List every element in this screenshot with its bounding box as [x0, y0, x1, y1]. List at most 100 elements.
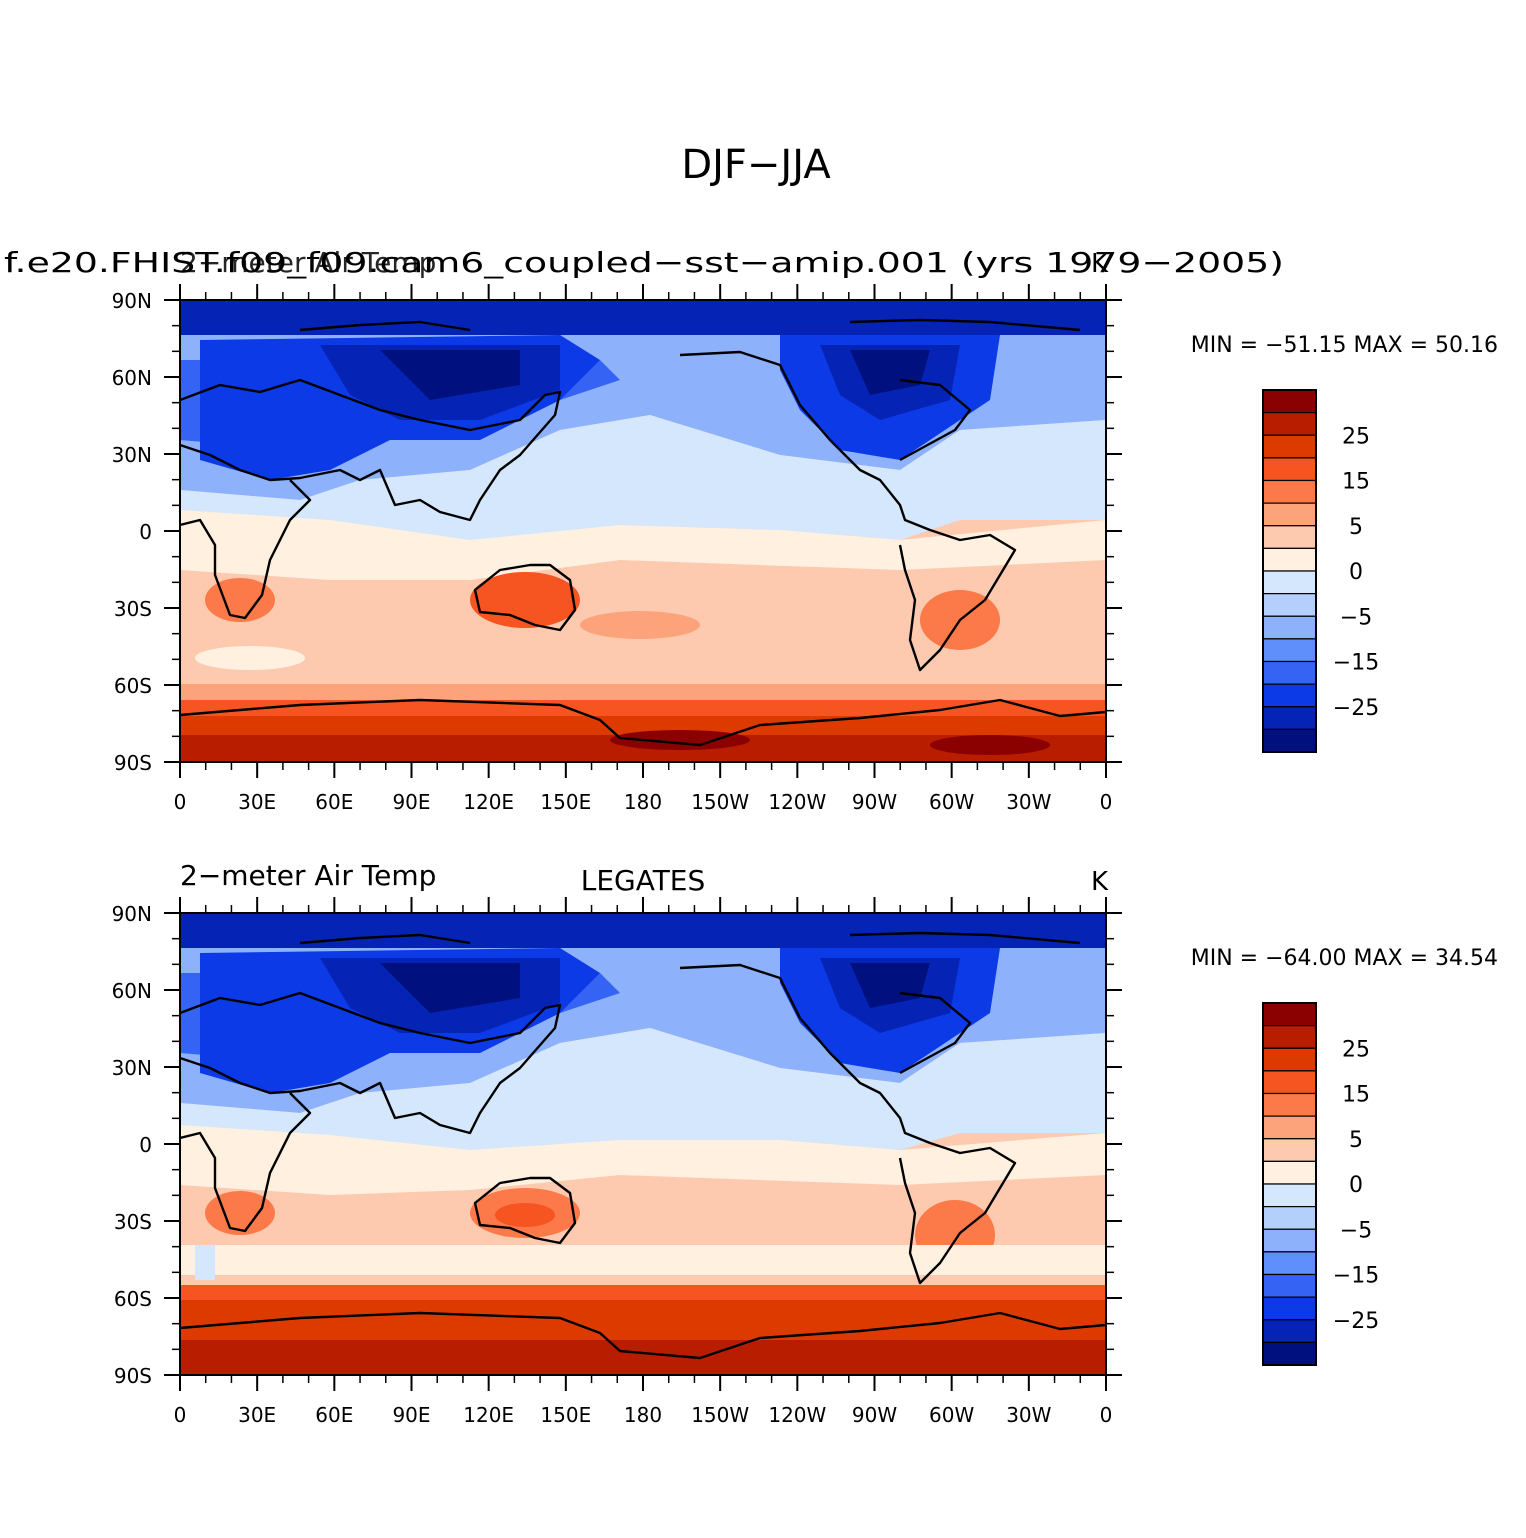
- colorbar-box: [1262, 1183, 1317, 1208]
- colorbar-label: −25: [1333, 696, 1379, 721]
- lat-tick-label: 30S: [114, 1210, 152, 1234]
- lat-tick-label: 0: [139, 520, 152, 544]
- lon-tick-label: 120W: [768, 790, 826, 814]
- colorbar-label: −5: [1340, 1218, 1372, 1243]
- lon-tick-label: 90W: [852, 790, 897, 814]
- colorbar-box: [1262, 1092, 1317, 1117]
- colorbar-obs: 25 15 5 0 −5 −15 −25: [1262, 1002, 1379, 1366]
- colorbar-label: 0: [1349, 560, 1363, 585]
- colorbar-box: [1262, 638, 1317, 663]
- colorbar-label: 25: [1342, 424, 1370, 449]
- colorbar-label: −5: [1340, 605, 1372, 630]
- panel-obs-units: K: [1091, 867, 1109, 897]
- lat-tick-label: 60S: [114, 674, 152, 698]
- lon-tick-label: 30E: [238, 1403, 276, 1427]
- colorbar-box: [1262, 1138, 1317, 1162]
- lon-tick-label: 60W: [929, 790, 974, 814]
- panel-obs-left-title: 2−meter Air Temp: [180, 859, 436, 892]
- lon-tick-label: 120E: [463, 1403, 514, 1427]
- colorbar-box: [1262, 1070, 1317, 1095]
- figure-title: DJF−JJA: [681, 142, 831, 188]
- colorbar-box: [1262, 1115, 1317, 1140]
- colorbar-box: [1262, 570, 1317, 595]
- colorbar-box: [1262, 1047, 1317, 1072]
- colorbar-model: 25 15 5 0 −5 −15 −25: [1262, 389, 1379, 753]
- lon-tick-label: 180: [624, 790, 662, 814]
- colorbar-box: [1262, 615, 1317, 640]
- colorbar-box: [1262, 683, 1317, 708]
- panel-obs-map: [180, 913, 1106, 1375]
- colorbar-box: [1262, 728, 1317, 753]
- panel-model: f.e20.FHIST.f09_f09.cam6_coupled−sst−ami…: [4, 246, 1498, 814]
- lat-tick-label: 90N: [112, 902, 152, 926]
- panel-model-variable-title: 2−meter Air Temp: [180, 246, 436, 279]
- colorbar-box: [1262, 434, 1317, 459]
- panel-model-map: [180, 300, 1106, 762]
- panel-model-left-title: f.e20.FHIST.f09_f09.cam6_coupled−sst−ami…: [4, 246, 1284, 279]
- colorbar-box: [1262, 1206, 1317, 1230]
- lat-tick-label: 60N: [112, 366, 152, 390]
- colorbar-box: [1262, 1319, 1317, 1343]
- colorbar-box: [1262, 479, 1317, 504]
- panel-model-units: K: [1091, 249, 1109, 279]
- lon-tick-label: 90W: [852, 1403, 897, 1427]
- colorbar-label: 25: [1342, 1037, 1370, 1062]
- lon-tick-label: 90E: [392, 1403, 430, 1427]
- colorbar-box: [1262, 525, 1317, 549]
- lon-tick-label: 0: [174, 1403, 187, 1427]
- colorbar-label: 0: [1349, 1173, 1363, 1198]
- lat-tick-label: 30S: [114, 597, 152, 621]
- colorbar-label: 5: [1349, 515, 1363, 540]
- lat-tick-label: 30N: [112, 443, 152, 467]
- colorbar-box: [1262, 389, 1317, 414]
- lon-tick-label: 60E: [315, 1403, 353, 1427]
- colorbar-box: [1262, 593, 1317, 617]
- lat-tick-label: 60S: [114, 1287, 152, 1311]
- lat-tick-label: 30N: [112, 1056, 152, 1080]
- colorbar-box: [1262, 1002, 1317, 1027]
- colorbar-box: [1262, 1228, 1317, 1253]
- lon-tick-label: 150E: [540, 790, 591, 814]
- lat-tick-label: 60N: [112, 979, 152, 1003]
- colorbar-box: [1262, 706, 1317, 730]
- lon-tick-label: 0: [174, 790, 187, 814]
- lon-tick-label: 60E: [315, 790, 353, 814]
- lon-tick-label: 150W: [691, 790, 749, 814]
- colorbar-label: −15: [1333, 1264, 1379, 1289]
- panel-model-min-max: MIN = −51.15 MAX = 50.16: [1191, 333, 1498, 358]
- colorbar-box: [1262, 502, 1317, 527]
- lon-tick-label: 30W: [1006, 1403, 1051, 1427]
- colorbar-box: [1262, 1273, 1317, 1298]
- panel-model-coastlines: [180, 318, 1106, 747]
- colorbar-box: [1262, 1025, 1317, 1049]
- colorbar-label: −25: [1333, 1309, 1379, 1334]
- colorbar-label: 15: [1342, 470, 1370, 495]
- lon-tick-label: 30W: [1006, 790, 1051, 814]
- colorbar-label: 5: [1349, 1128, 1363, 1153]
- panel-obs-center-title: LEGATES: [581, 864, 706, 897]
- lat-tick-label: 90S: [114, 1364, 152, 1388]
- colorbar-label: −15: [1333, 651, 1379, 676]
- panel-obs-min-max: MIN = −64.00 MAX = 34.54: [1191, 946, 1498, 971]
- lon-tick-label: 60W: [929, 1403, 974, 1427]
- colorbar-box: [1262, 412, 1317, 436]
- lon-tick-label: 120W: [768, 1403, 826, 1427]
- colorbar-frame: [1262, 389, 1317, 753]
- colorbar-box: [1262, 1251, 1317, 1276]
- colorbar-box: [1262, 1296, 1317, 1321]
- lon-tick-label: 150W: [691, 1403, 749, 1427]
- lat-tick-label: 0: [139, 1133, 152, 1157]
- lon-tick-label: 150E: [540, 1403, 591, 1427]
- lon-tick-label: 0: [1100, 790, 1113, 814]
- lon-tick-label: 180: [624, 1403, 662, 1427]
- lon-tick-label: 120E: [463, 790, 514, 814]
- lon-tick-label: 30E: [238, 790, 276, 814]
- panel-obs-coastlines: [180, 931, 1106, 1360]
- panel-obs: 2−meter Air Temp LEGATES K MIN = −64.00 …: [112, 859, 1498, 1427]
- colorbar-label: 15: [1342, 1083, 1370, 1108]
- lat-tick-label: 90N: [112, 289, 152, 313]
- colorbar-frame: [1262, 1002, 1317, 1366]
- lon-tick-label: 0: [1100, 1403, 1113, 1427]
- colorbars: 25 15 5 0 −5 −15 −25 25 15 5 0 −5 −15 −25: [1262, 389, 1379, 1366]
